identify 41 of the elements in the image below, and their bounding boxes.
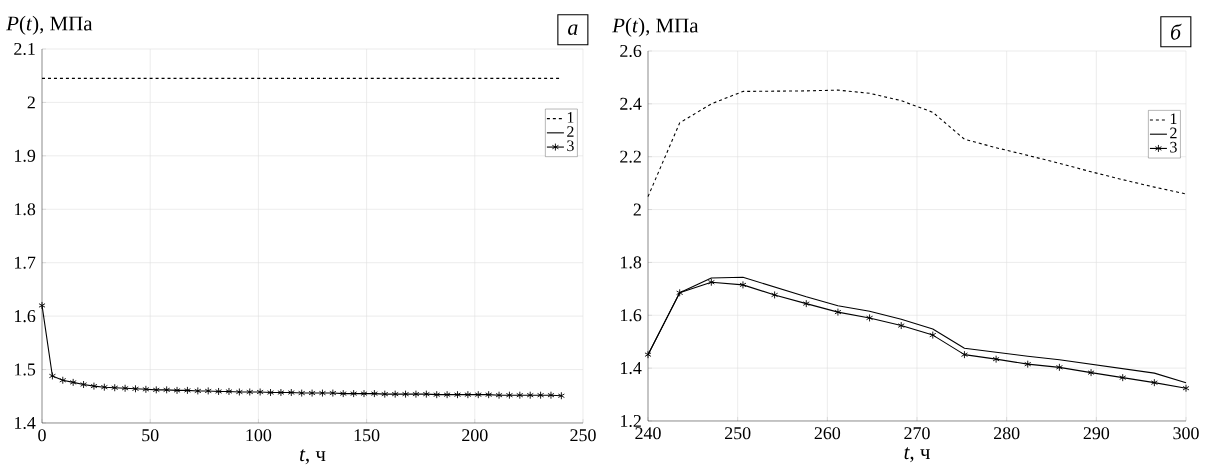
text: а xyxy=(568,24,578,35)
x-tick-label: 300 xyxy=(1173,427,1199,440)
x-tick-label: 290 xyxy=(1083,427,1110,440)
y-tick-label: 2 xyxy=(633,203,641,216)
y-tick-label: 1.4 xyxy=(15,416,36,430)
y-tick-label: 2.1 xyxy=(14,42,35,56)
legend-label: 3 xyxy=(567,140,574,152)
x-tick-label: 270 xyxy=(904,427,930,440)
y-axis-title: P(t), МПа xyxy=(612,17,699,37)
legend-label: 3 xyxy=(1170,141,1177,153)
legend-label: 1 xyxy=(567,112,574,123)
legend-label: 1 xyxy=(1170,113,1177,124)
x-axis-title: t, ч xyxy=(300,449,326,465)
y-tick-label: 1.9 xyxy=(15,149,36,162)
x-tick-label: 0 xyxy=(38,429,46,442)
y-tick-label: 1.8 xyxy=(15,203,36,216)
text: б xyxy=(1171,23,1182,40)
x-axis-title: t, ч xyxy=(904,447,930,463)
y-tick-label: 1.5 xyxy=(15,363,36,376)
x-tick-label: 280 xyxy=(994,427,1020,440)
y-tick-label: 1.4 xyxy=(621,362,642,375)
x-tick-label: 50 xyxy=(142,429,159,442)
y-tick-label: 2.2 xyxy=(620,150,641,163)
x-tick-label: 250 xyxy=(570,429,596,442)
y-tick-label: 1.6 xyxy=(15,310,36,323)
y-tick-label: 1.8 xyxy=(621,256,642,269)
x-tick-label: 200 xyxy=(462,429,488,442)
legend-label: 2 xyxy=(567,126,574,137)
y-tick-label: 1.6 xyxy=(621,309,642,322)
x-tick-label: 100 xyxy=(246,429,272,442)
x-tick-label: 240 xyxy=(635,427,661,440)
x-tick-label: 250 xyxy=(725,427,751,440)
x-tick-label: 260 xyxy=(814,427,841,440)
y-tick-label: 2.6 xyxy=(620,44,642,58)
y-tick-label: 1.7 xyxy=(15,256,36,269)
x-tick-label: 150 xyxy=(354,429,380,442)
y-axis-title: P(t), МПа xyxy=(6,15,93,35)
y-tick-label: 2.4 xyxy=(620,97,642,110)
y-tick-label: 2 xyxy=(27,96,35,109)
legend-label: 2 xyxy=(1170,127,1177,139)
y-tick-label: 1.2 xyxy=(621,414,641,428)
